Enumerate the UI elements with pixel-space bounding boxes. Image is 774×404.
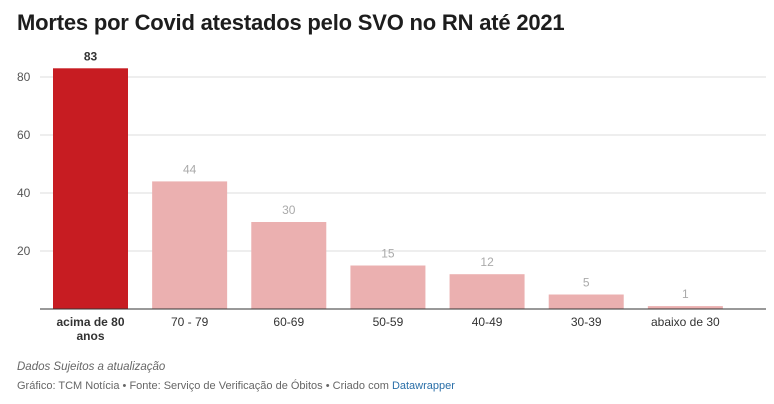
bar: [647, 306, 723, 309]
bar: [53, 68, 128, 309]
x-tick-label: 60-69: [273, 315, 304, 329]
datawrapper-link[interactable]: Datawrapper: [391, 380, 455, 392]
x-tick-label: 40-49: [472, 315, 503, 329]
y-tick-label: 20: [17, 244, 31, 258]
data-label: 83: [84, 49, 98, 63]
data-label: 30: [282, 203, 296, 217]
bar: [251, 222, 327, 309]
x-tick-label: 30-39: [571, 315, 602, 329]
bar: [152, 181, 228, 309]
data-label: 15: [381, 247, 395, 261]
x-tick-label: anos: [76, 329, 104, 343]
bar: [548, 294, 624, 309]
data-label: 1: [682, 287, 689, 301]
y-tick-label: 60: [17, 128, 31, 142]
bar: [350, 265, 426, 309]
y-tick-label: 80: [17, 70, 31, 84]
x-tick-label: abaixo de 30: [651, 315, 720, 329]
bar: [449, 274, 525, 309]
data-label: 44: [183, 162, 197, 176]
x-tick-label: 70 - 79: [171, 315, 209, 329]
credits-line: Gráfico: TCM Notícia • Fonte: Serviço de…: [17, 380, 455, 392]
data-label: 5: [583, 276, 590, 290]
data-label: 12: [480, 255, 494, 269]
y-tick-label: 40: [17, 186, 31, 200]
credits-text: Gráfico: TCM Notícia • Fonte: Serviço de…: [17, 380, 389, 392]
x-tick-label: 50-59: [373, 315, 404, 329]
chart-title: Mortes por Covid atestados pelo SVO no R…: [17, 10, 565, 35]
x-tick-label: acima de 80: [56, 315, 124, 329]
data-note: Dados Sujeitos a atualização: [17, 361, 166, 373]
